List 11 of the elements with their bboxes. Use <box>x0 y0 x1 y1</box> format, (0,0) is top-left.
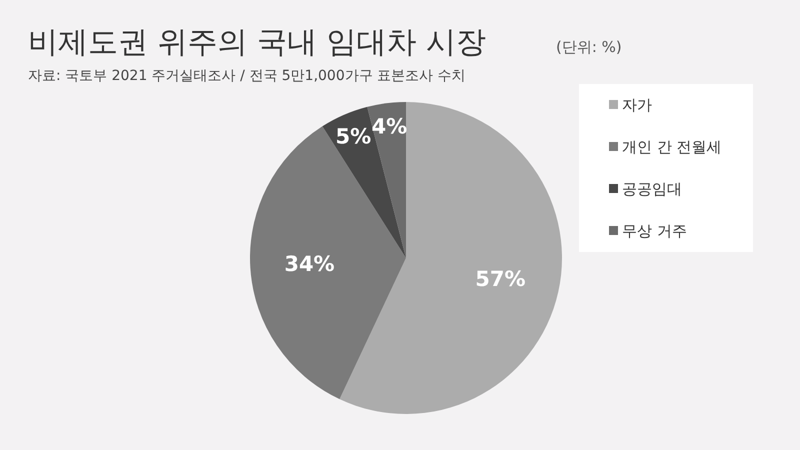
data-label: 4% <box>372 114 408 138</box>
text: (단위: %) <box>556 38 622 56</box>
data-label: 5% <box>336 124 372 148</box>
chart-title: 비제도권 위주의 국내 임대차 시장 <box>28 25 486 60</box>
legend-label: 공공임대 <box>622 180 682 198</box>
chart-subtitle: 자료: 국토부 2021 주거실태조사 / 전국 5만1,000가구 표본조사 수치 <box>28 68 466 84</box>
legend-label: 개인 간 전월세 <box>622 138 722 156</box>
data-label: 57% <box>475 267 526 292</box>
legend-label: 자가 <box>622 96 652 114</box>
legend-label: 무상 거주 <box>622 222 687 240</box>
data-label: 34% <box>284 252 335 276</box>
